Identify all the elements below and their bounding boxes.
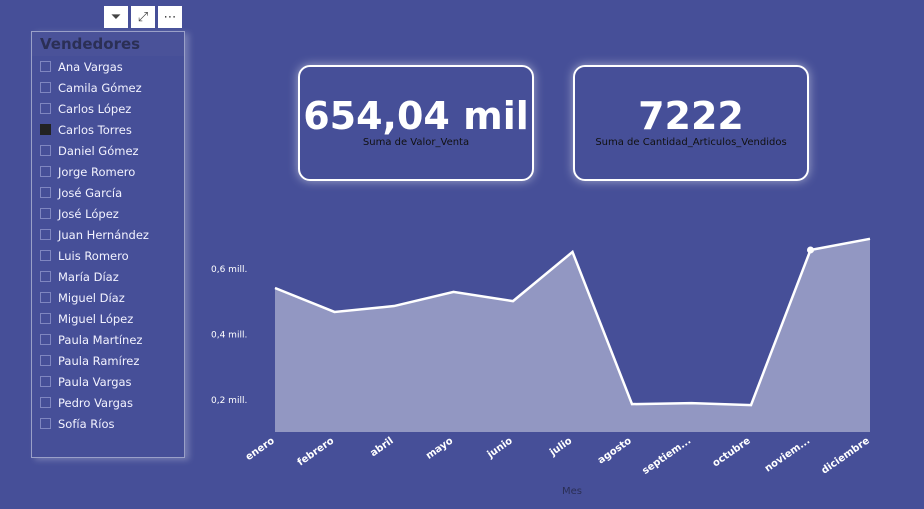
slicer-item-label: Ana Vargas [58,59,123,74]
slicer-item[interactable]: Ana Vargas [32,56,184,77]
vendedores-slicer: Vendedores Ana Vargas Camila Gómez Carlos … [31,31,185,458]
checkbox[interactable] [40,334,51,345]
slicer-item[interactable]: María Díaz [32,266,184,287]
slicer-item-label: María Díaz [58,269,119,284]
checkbox[interactable] [40,166,51,177]
slicer-item[interactable]: Paula Ramírez [32,350,184,371]
slicer-item-label: Miguel López [58,311,134,326]
checkbox[interactable] [40,103,51,114]
x-tick-label: mayo [424,435,455,461]
slicer-item[interactable]: Daniel Gómez [32,140,184,161]
slicer-item[interactable]: Carlos López [32,98,184,119]
checkbox[interactable] [40,355,51,366]
data-point[interactable] [807,246,814,254]
slicer-item[interactable]: Luis Romero [32,245,184,266]
checkbox[interactable] [40,313,51,324]
slicer-item-label: Pedro Vargas [58,395,133,410]
x-tick-label: agosto [596,435,634,466]
card-label: Suma de Valor_Venta [362,137,470,148]
checkbox[interactable] [40,187,51,198]
slicer-item-label: Juan Hernández [58,227,149,242]
checkbox[interactable] [40,61,51,72]
x-tick-label: abril [368,435,395,459]
slicer-item[interactable]: Paula Vargas [32,371,184,392]
slicer-item-label: Luis Romero [58,248,129,263]
card-valor-venta: 654,04 mil Suma de Valor_Venta [298,65,534,181]
slicer-item-label: Paula Vargas [58,374,132,389]
checkbox[interactable] [40,208,51,219]
slicer-item[interactable]: Camila Gómez [32,77,184,98]
card-value: 654,04 mil [303,94,529,138]
slicer-item-label: Daniel Gómez [58,143,139,158]
y-tick-label: 0,6 mill. [211,265,247,275]
slicer-item-label: Paula Martínez [58,332,143,347]
checkbox[interactable] [40,145,51,156]
checkbox[interactable] [40,376,51,387]
y-tick-label: 0,4 mill. [211,331,247,341]
slicer-item-label: Carlos López [58,101,132,116]
slicer-title: Vendedores [32,32,184,56]
slicer-item[interactable]: José López [32,203,184,224]
slicer-item[interactable]: Carlos Torres [32,119,184,140]
checkbox[interactable] [40,271,51,282]
slicer-item[interactable]: Sofía Ríos [32,413,184,434]
checkbox[interactable] [40,229,51,240]
slicer-item-label: José García [58,185,123,200]
checkbox[interactable] [40,124,51,135]
card-label: Suma de Cantidad_Articulos_Vendidos [595,137,787,148]
area-fill [275,238,870,432]
x-tick-label: junio [485,435,515,461]
slicer-item-label: Miguel Díaz [58,290,125,305]
x-axis-title: Mes [562,486,582,497]
visual-header: ⏷ ⤢ ⋯ [104,6,182,28]
slicer-item-label: Sofía Ríos [58,416,115,431]
slicer-item-label: Carlos Torres [58,122,132,137]
x-tick-label: febrero [296,435,337,468]
filter-icon[interactable]: ⏷ [104,6,128,28]
checkbox[interactable] [40,82,51,93]
slicer-item-label: Paula Ramírez [58,353,140,368]
slicer-item[interactable]: Paula Martínez [32,329,184,350]
checkbox[interactable] [40,397,51,408]
x-tick-label: julio [547,435,574,459]
x-tick-label: noviem... [763,435,812,474]
x-tick-label: diciembre [820,435,872,476]
slicer-item[interactable]: Pedro Vargas [32,392,184,413]
checkbox[interactable] [40,418,51,429]
card-value: 7222 [638,94,744,138]
slicer-item-label: Camila Gómez [58,80,142,95]
checkbox[interactable] [40,292,51,303]
slicer-item-label: Jorge Romero [58,164,136,179]
slicer-item[interactable]: Jorge Romero [32,161,184,182]
slicer-item[interactable]: Miguel López [32,308,184,329]
slicer-item-label: José López [58,206,119,221]
slicer-item[interactable]: José García [32,182,184,203]
x-tick-label: octubre [711,435,753,469]
slicer-item[interactable]: Juan Hernández [32,224,184,245]
card-cantidad-articulos: 7222 Suma de Cantidad_Articulos_Vendidos [573,65,809,181]
x-tick-label: septiem... [640,435,693,477]
focus-mode-icon[interactable]: ⤢ [131,6,155,28]
y-tick-label: 0,2 mill. [211,396,247,406]
more-options-icon[interactable]: ⋯ [158,6,182,28]
series-line [274,237,871,407]
x-tick-label: enero [244,435,277,463]
checkbox[interactable] [40,250,51,261]
slicer-item[interactable]: Miguel Díaz [32,287,184,308]
